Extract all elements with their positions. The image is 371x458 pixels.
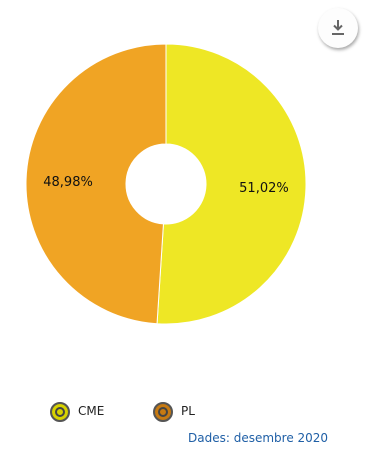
source-note: Dades: desembre 2020 — [188, 431, 329, 445]
legend-label-pl: PL — [181, 404, 195, 418]
download-icon — [332, 20, 344, 35]
download-button[interactable] — [318, 8, 358, 48]
legend-label-cme: CME — [78, 404, 105, 418]
legend-swatch-pl — [153, 402, 173, 422]
slice-cme[interactable] — [156, 43, 307, 325]
slice-pl[interactable] — [25, 43, 167, 325]
slice-label-cme: 51,02% — [239, 181, 289, 196]
legend-swatch-cme — [50, 402, 70, 422]
slice-label-pl: 48,98% — [43, 175, 93, 190]
